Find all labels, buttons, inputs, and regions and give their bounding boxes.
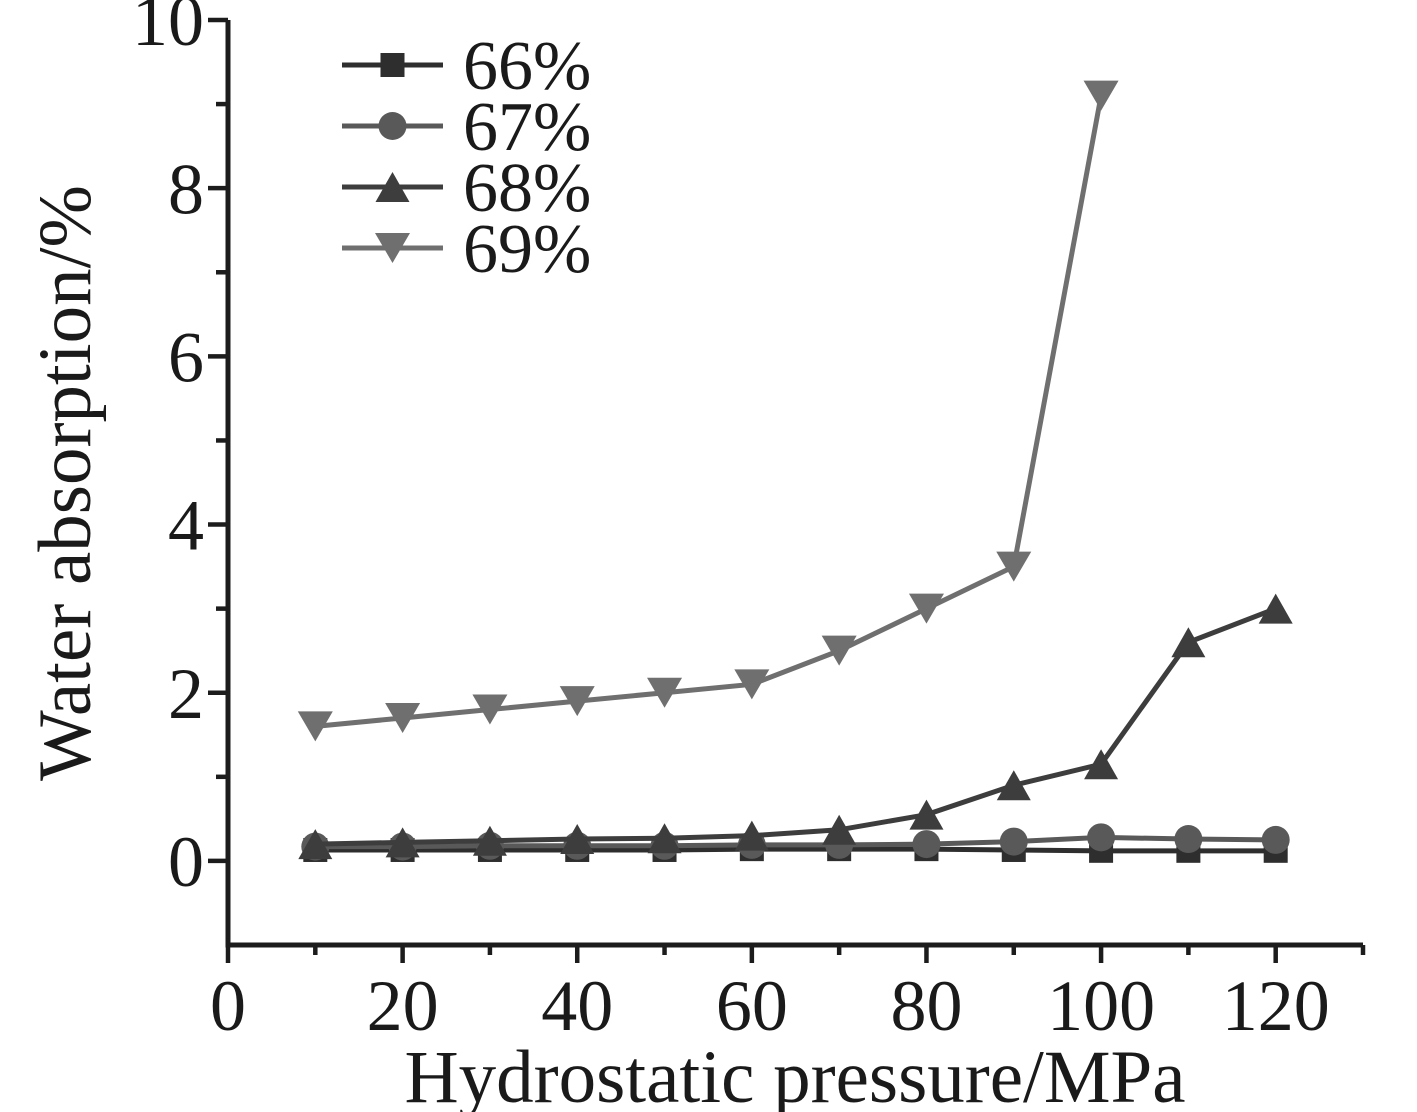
x-tick-label: 40 [541,966,613,1046]
x-axis-title: Hydrostatic pressure/MPa [404,1036,1185,1112]
x-tick-label: 80 [890,966,962,1046]
y-tick-label: 6 [168,318,204,398]
legend-entry-66%: 66% [342,28,591,105]
triangle-down-marker-icon [1083,80,1119,111]
legend-entry-68%: 68% [342,150,591,227]
x-tick-label: 0 [210,966,246,1046]
series-line [315,606,1277,847]
y-tick-label: 0 [168,822,204,902]
legend-label: 68% [463,150,591,227]
x-tick-label: 120 [1222,966,1330,1046]
legend: 66%67%68%69% [342,28,591,288]
y-tick-label: 2 [168,654,204,734]
triangle-up-marker-icon [560,824,595,855]
circle-marker-icon [1087,823,1116,852]
legend-triangle-down-marker-icon [375,233,410,263]
triangle-down-marker-icon [559,686,595,717]
legend-label: 66% [463,28,591,105]
x-tick-label: 60 [716,966,788,1046]
triangle-up-marker-icon [1171,627,1206,658]
legend-square-marker-icon [380,53,405,77]
legend-label: 67% [463,89,591,166]
series-line [315,846,1276,854]
triangle-up-marker-icon [1258,593,1293,624]
triangle-up-marker-icon [647,823,682,854]
triangle-down-marker-icon [734,669,770,700]
series-68% [298,593,1293,860]
y-axis-title: Water absorption/% [24,185,107,781]
triangle-up-marker-icon [734,820,769,851]
triangle-up-marker-icon [909,799,944,830]
y-tick-label: 10 [132,0,204,61]
series-line [315,834,1276,850]
circle-marker-icon [912,830,941,859]
legend-circle-marker-icon [378,112,407,140]
circle-marker-icon [1174,825,1203,854]
triangle-up-marker-icon [472,825,507,856]
triangle-up-marker-icon [385,827,420,858]
triangle-up-marker-icon [1084,749,1119,780]
y-tick-label: 4 [168,486,204,566]
triangle-down-marker-icon [996,551,1032,582]
triangle-up-marker-icon [298,829,333,860]
legend-triangle-up-marker-icon [375,172,410,202]
triangle-down-marker-icon [385,702,421,733]
x-tick-label: 100 [1047,966,1155,1046]
triangle-down-marker-icon [472,694,508,725]
legend-entry-69%: 69% [342,211,591,288]
triangle-down-marker-icon [821,635,857,666]
series [297,80,1293,863]
series-69% [297,80,1119,742]
circle-marker-icon [1261,825,1290,854]
triangle-up-marker-icon [822,814,857,845]
legend-label: 69% [463,211,591,288]
triangle-up-marker-icon [996,770,1031,801]
circle-marker-icon [999,827,1028,856]
series-line [315,95,1104,729]
legend-entry-67%: 67% [342,89,591,166]
y-tick-label: 8 [168,149,204,229]
triangle-down-marker-icon [647,677,683,708]
triangle-down-marker-icon [908,593,944,624]
x-tick-label: 20 [367,966,439,1046]
triangle-down-marker-icon [297,711,333,742]
